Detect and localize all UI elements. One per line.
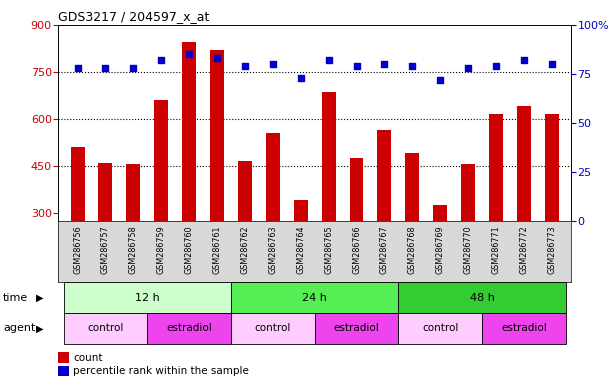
Point bbox=[212, 55, 222, 61]
Text: percentile rank within the sample: percentile rank within the sample bbox=[73, 366, 249, 376]
Text: ▶: ▶ bbox=[36, 323, 43, 333]
Bar bbox=[231, 282, 398, 313]
Text: 12 h: 12 h bbox=[135, 293, 159, 303]
Bar bbox=[405, 154, 419, 307]
Point bbox=[296, 75, 306, 81]
Point bbox=[519, 57, 529, 63]
Bar bbox=[182, 42, 196, 307]
Bar bbox=[398, 282, 566, 313]
Text: estradiol: estradiol bbox=[501, 323, 547, 333]
Point bbox=[408, 63, 417, 69]
Bar bbox=[210, 50, 224, 307]
Bar bbox=[433, 205, 447, 307]
Text: 48 h: 48 h bbox=[470, 293, 494, 303]
Text: GSM286759: GSM286759 bbox=[157, 226, 166, 275]
Text: GSM286764: GSM286764 bbox=[296, 226, 306, 274]
Point bbox=[73, 65, 82, 71]
Point bbox=[185, 51, 194, 58]
Point bbox=[547, 61, 557, 67]
Point bbox=[435, 77, 445, 83]
Text: GSM286757: GSM286757 bbox=[101, 226, 110, 275]
Text: GSM286763: GSM286763 bbox=[268, 226, 277, 274]
Point bbox=[351, 63, 361, 69]
Bar bbox=[71, 147, 84, 307]
Bar bbox=[231, 313, 315, 344]
Bar bbox=[155, 100, 168, 307]
Point bbox=[491, 63, 501, 69]
Bar bbox=[238, 161, 252, 307]
Bar bbox=[482, 313, 566, 344]
Text: GSM286766: GSM286766 bbox=[352, 226, 361, 274]
Text: ▶: ▶ bbox=[36, 293, 43, 303]
Bar bbox=[321, 92, 335, 307]
Point bbox=[463, 65, 473, 71]
Text: GSM286772: GSM286772 bbox=[519, 226, 529, 275]
Point bbox=[240, 63, 250, 69]
Text: agent: agent bbox=[3, 323, 35, 333]
Text: GSM286761: GSM286761 bbox=[213, 226, 222, 274]
Text: GSM286768: GSM286768 bbox=[408, 226, 417, 274]
Bar bbox=[64, 282, 231, 313]
Point bbox=[268, 61, 278, 67]
Bar bbox=[489, 114, 503, 307]
Bar bbox=[398, 313, 482, 344]
Text: GSM286765: GSM286765 bbox=[324, 226, 333, 274]
Text: GDS3217 / 204597_x_at: GDS3217 / 204597_x_at bbox=[58, 10, 210, 23]
Bar bbox=[517, 106, 531, 307]
Text: count: count bbox=[73, 353, 103, 362]
Text: GSM286769: GSM286769 bbox=[436, 226, 445, 274]
Bar bbox=[64, 313, 147, 344]
Text: GSM286758: GSM286758 bbox=[129, 226, 138, 274]
Point bbox=[156, 57, 166, 63]
Bar bbox=[98, 163, 112, 307]
Text: control: control bbox=[87, 323, 123, 333]
Text: 24 h: 24 h bbox=[302, 293, 327, 303]
Text: GSM286767: GSM286767 bbox=[380, 226, 389, 274]
Bar bbox=[349, 158, 364, 307]
Text: GSM286771: GSM286771 bbox=[491, 226, 500, 274]
Text: control: control bbox=[422, 323, 458, 333]
Point bbox=[324, 57, 334, 63]
Text: estradiol: estradiol bbox=[334, 323, 379, 333]
Text: GSM286760: GSM286760 bbox=[185, 226, 194, 274]
Text: GSM286756: GSM286756 bbox=[73, 226, 82, 274]
Text: estradiol: estradiol bbox=[166, 323, 212, 333]
Bar bbox=[315, 313, 398, 344]
Text: GSM286770: GSM286770 bbox=[464, 226, 472, 274]
Bar bbox=[147, 313, 231, 344]
Point bbox=[101, 65, 111, 71]
Point bbox=[128, 65, 138, 71]
Text: GSM286773: GSM286773 bbox=[547, 226, 556, 274]
Text: time: time bbox=[3, 293, 28, 303]
Bar bbox=[126, 164, 141, 307]
Point bbox=[379, 61, 389, 67]
Bar bbox=[378, 130, 392, 307]
Bar bbox=[461, 164, 475, 307]
Bar bbox=[266, 133, 280, 307]
Bar bbox=[545, 114, 558, 307]
Bar bbox=[294, 200, 308, 307]
Text: GSM286762: GSM286762 bbox=[241, 226, 249, 274]
Text: control: control bbox=[255, 323, 291, 333]
